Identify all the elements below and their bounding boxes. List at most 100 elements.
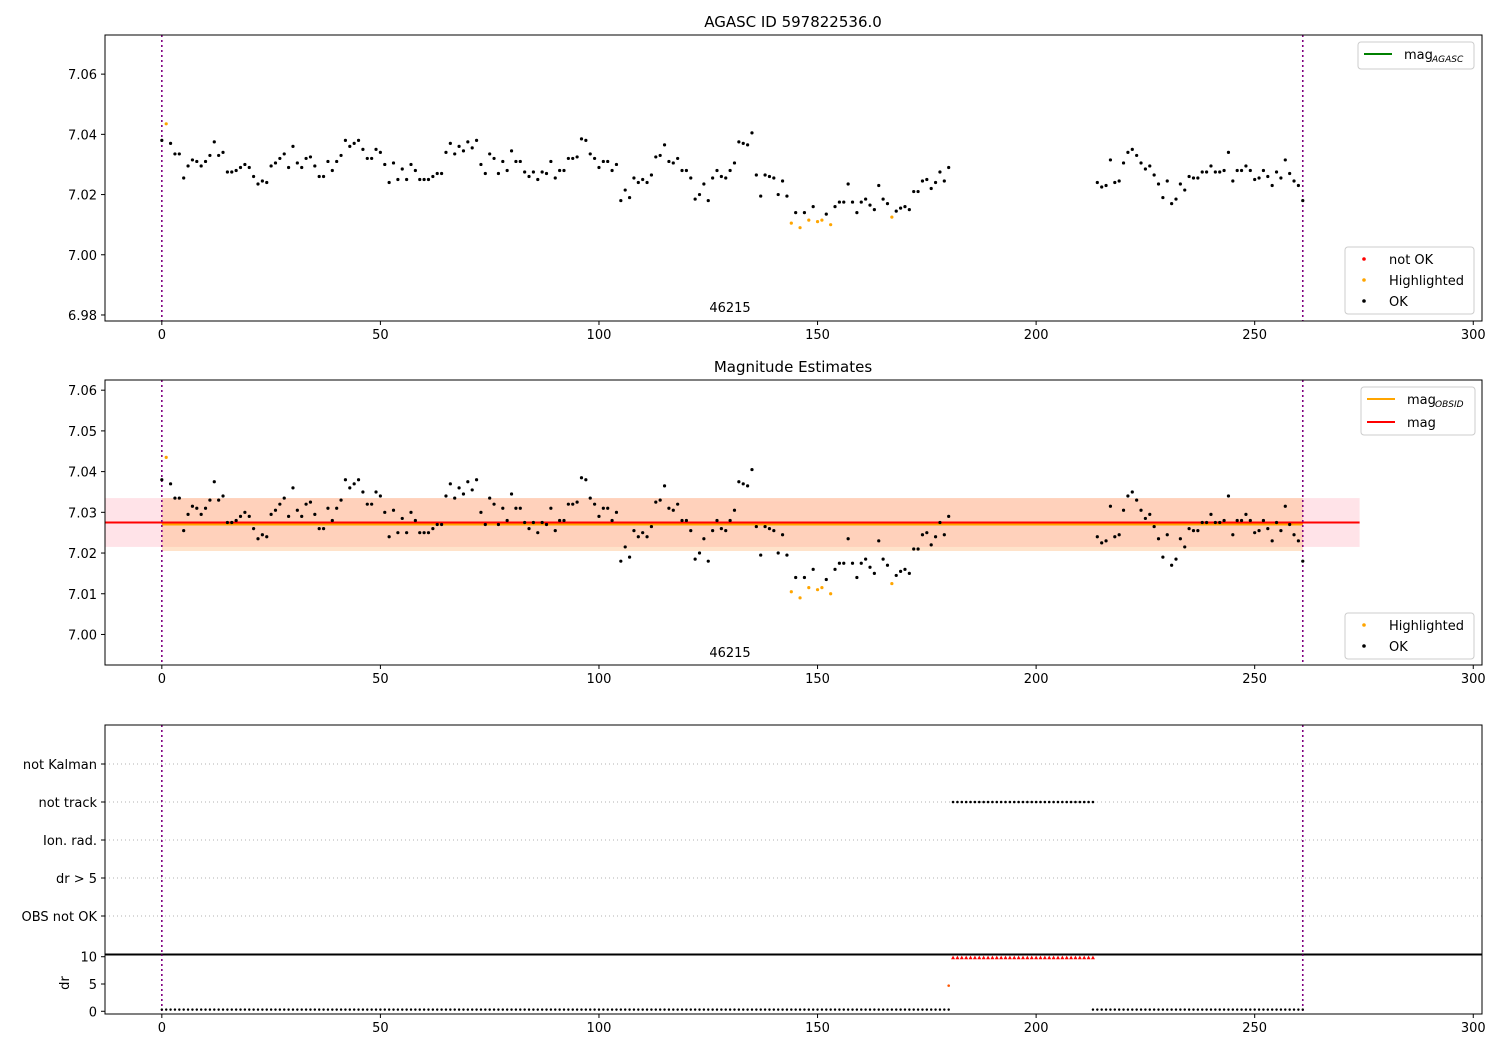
dr-point: [715, 1008, 719, 1011]
data-point-highlighted: [789, 221, 793, 225]
data-point-ok: [920, 179, 925, 183]
data-point-ok: [1200, 170, 1204, 174]
dr-point: [763, 1008, 767, 1011]
data-point-ok: [658, 153, 662, 158]
y-axis-tick-label: 7.00: [68, 628, 97, 643]
dr-point: [208, 1008, 212, 1011]
data-point-ok: [654, 155, 658, 159]
dr-point: [1126, 1008, 1130, 1011]
data-point-ok: [466, 480, 470, 484]
data-point-ok: [418, 177, 422, 182]
dr-point: [798, 1008, 802, 1011]
x-axis-tick-label: 250: [1242, 672, 1267, 687]
data-point-ok: [610, 518, 614, 523]
data-point-ok: [728, 168, 732, 173]
dr-point: [1179, 1008, 1182, 1011]
dr-point-not-track: [964, 955, 969, 960]
data-point-ok: [168, 482, 173, 486]
data-point-ok: [287, 165, 291, 170]
data-point-ok: [1253, 531, 1257, 535]
dr-point: [1174, 1008, 1178, 1011]
data-point-ok: [387, 535, 391, 539]
dr-point: [396, 1008, 400, 1011]
data-point-ok: [645, 180, 649, 185]
data-point-ok: [1174, 197, 1178, 201]
data-point-ok: [1170, 563, 1174, 567]
dr-point: [457, 1008, 461, 1011]
data-point-ok: [199, 164, 203, 168]
data-point-ok: [588, 152, 592, 156]
data-point-ok: [597, 514, 601, 518]
dr-point: [846, 1008, 850, 1011]
flag-marker: [1034, 800, 1038, 804]
data-point-ok: [842, 561, 846, 565]
data-point-ok: [623, 188, 627, 192]
data-point-ok: [247, 514, 251, 518]
data-point-ok: [378, 150, 382, 155]
dr-point: [532, 1008, 535, 1011]
data-point-ok: [737, 480, 741, 484]
dr-point: [414, 1008, 417, 1011]
dr-point: [536, 1008, 539, 1011]
dr-point: [366, 1008, 369, 1011]
data-point-ok: [348, 144, 352, 148]
data-point-ok: [881, 197, 885, 201]
dr-point: [1218, 1008, 1221, 1011]
data-point-ok: [719, 174, 723, 179]
dr-point: [624, 1008, 627, 1011]
data-point-ok: [330, 168, 334, 173]
dr-point: [833, 1008, 837, 1011]
data-point-ok: [903, 205, 907, 209]
legend-marker-swatch: [1362, 278, 1366, 282]
dr-point: [427, 1008, 430, 1011]
dr-point: [921, 1008, 924, 1011]
data-point-ok: [256, 537, 260, 541]
data-point-highlighted: [164, 122, 168, 126]
data-point-ok: [877, 183, 881, 188]
data-point-ok: [1239, 168, 1244, 173]
data-point-ok: [1104, 539, 1108, 543]
data-point-ok: [1196, 529, 1200, 533]
dr-point: [925, 1008, 929, 1011]
data-point-ok: [313, 164, 317, 168]
data-point-ok: [238, 165, 243, 170]
dr-point: [1139, 1008, 1143, 1011]
dr-point: [693, 1008, 697, 1011]
flag-marker: [991, 800, 994, 804]
dr-point: [261, 1008, 264, 1011]
data-point-ok: [1213, 520, 1217, 525]
panel-agasc: AGASC ID 597822536.0 0 50 100 150 200 250 300 6…: [68, 13, 1486, 343]
data-point-ok: [186, 512, 190, 516]
legend-marker-label: Highlighted: [1389, 619, 1464, 634]
dr-point: [811, 1008, 815, 1011]
data-point-ok: [1301, 198, 1305, 203]
dr-point: [256, 1008, 260, 1011]
data-point-ok: [1196, 176, 1200, 180]
data-point-ok: [199, 512, 203, 516]
data-point-ok: [287, 514, 291, 518]
data-point-ok: [1296, 183, 1300, 188]
panel-agasc-title: AGASC ID 597822536.0: [704, 13, 882, 31]
data-point-ok: [1248, 518, 1252, 523]
dr-point-not-track: [1016, 955, 1021, 960]
dr-point: [790, 1008, 793, 1011]
data-point-ok: [676, 502, 680, 506]
dr-point: [1270, 1008, 1274, 1011]
data-point-ok: [824, 212, 828, 216]
data-point-ok: [273, 161, 278, 165]
data-point-ok: [1279, 529, 1283, 533]
data-point-ok: [929, 543, 933, 547]
y-axis-tick-label: 7.05: [68, 425, 97, 440]
dr-point: [501, 1008, 504, 1011]
dr-point: [864, 1008, 867, 1011]
flag-marker: [1061, 800, 1064, 804]
dr-point: [733, 1008, 736, 1011]
data-point-ok: [929, 186, 933, 191]
data-point-ok: [190, 158, 195, 162]
data-point-ok: [488, 152, 492, 156]
dr-point: [597, 1008, 601, 1011]
data-point-ok: [1187, 527, 1191, 531]
dr-point: [794, 1008, 797, 1011]
dr-point: [571, 1008, 574, 1011]
data-point-ok: [601, 506, 605, 510]
